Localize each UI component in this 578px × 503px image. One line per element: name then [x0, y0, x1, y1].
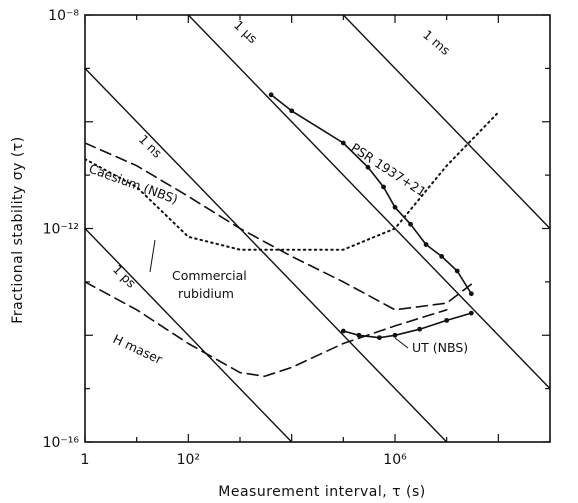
data-point	[444, 317, 450, 323]
data-point	[423, 242, 429, 247]
reference-lines	[85, 15, 550, 442]
data-point	[468, 291, 474, 297]
reference-line	[342, 15, 550, 229]
annotation-label: UT (NBS)	[412, 340, 468, 355]
y-tick-label: 10⁻⁸	[48, 8, 79, 24]
data-point	[377, 335, 382, 341]
reference-line	[85, 228, 293, 442]
y-axis-title: Fractional stability σy (τ)	[10, 136, 26, 323]
x-axis-title: Measurement interval, τ (s)	[218, 484, 425, 500]
annotation-label: rubidium	[178, 286, 234, 301]
annotation-label: 1 ps	[110, 262, 139, 291]
data-point	[439, 254, 445, 259]
x-tick-label: 10⁶	[383, 452, 407, 468]
tick-labels: 1 10² 10⁶ 10⁻⁸ 10⁻¹² 10⁻¹⁶	[43, 8, 408, 468]
data-point	[268, 92, 274, 98]
series-line	[85, 142, 473, 311]
data-point	[417, 326, 423, 332]
annotation-label: Commercial	[172, 268, 247, 283]
annotation-label: PSR 1937+21	[348, 140, 429, 200]
tick-marks	[84, 14, 551, 443]
data-point	[381, 184, 386, 190]
plot-frame	[84, 14, 551, 443]
reference-line	[187, 15, 550, 390]
series-line	[270, 94, 473, 295]
y-tick-label: 10⁻¹²	[43, 222, 79, 238]
leader-line	[394, 337, 409, 349]
data-point	[408, 221, 413, 227]
series-line	[342, 312, 473, 339]
data-point	[392, 204, 398, 210]
leader-line	[149, 239, 156, 273]
data-point	[454, 268, 460, 274]
data-point	[392, 332, 398, 338]
annotation-label: 1 ms	[420, 27, 453, 58]
annotation-label: 1 µs	[231, 17, 261, 46]
reference-line	[85, 67, 448, 442]
y-tick-label: 10⁻¹⁶	[43, 435, 80, 451]
data-point	[356, 332, 362, 338]
annotation-label: 1 ns	[136, 132, 165, 161]
data-series	[85, 92, 500, 378]
x-tick-label: 1	[81, 452, 90, 468]
data-point	[340, 140, 346, 146]
data-point	[289, 108, 295, 114]
data-point	[468, 310, 474, 316]
data-point	[365, 164, 371, 170]
data-point	[340, 328, 346, 334]
x-tick-label: 10²	[177, 452, 200, 468]
series-line	[85, 281, 448, 378]
annotation-label: H maser	[111, 331, 166, 367]
series-line	[85, 111, 500, 251]
